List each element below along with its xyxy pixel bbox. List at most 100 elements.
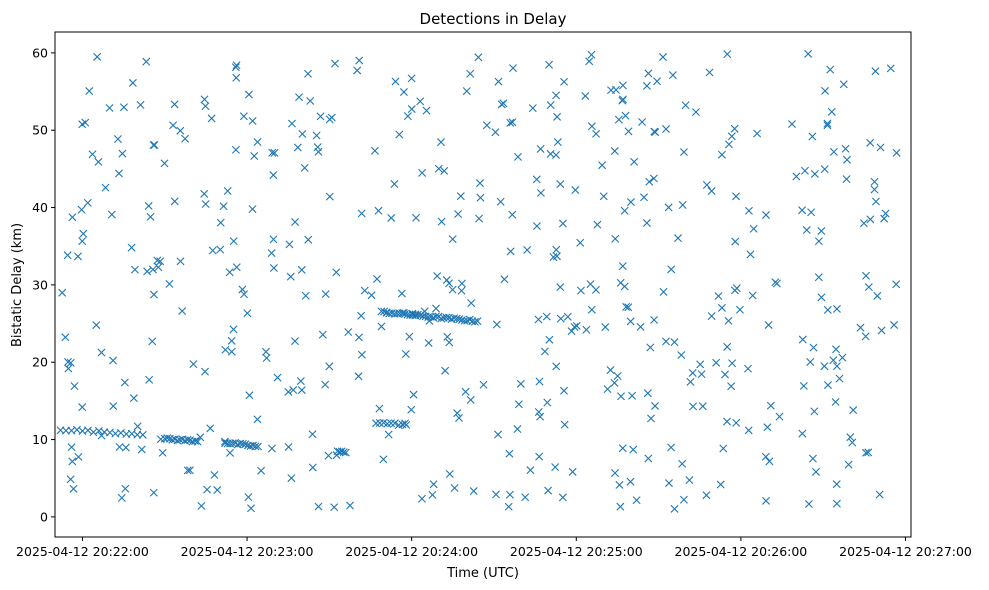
detection-point: [800, 166, 809, 175]
detection-point: [618, 81, 627, 90]
detection-point: [811, 467, 820, 476]
detection-point: [109, 356, 118, 365]
detection-point: [424, 338, 433, 347]
detection-point: [552, 91, 561, 100]
detection-point: [325, 115, 334, 124]
detection-point: [823, 121, 832, 130]
detection-point: [598, 161, 607, 170]
detection-point: [880, 214, 889, 223]
detection-point: [109, 402, 118, 411]
detection-point: [169, 121, 178, 130]
detection-point: [341, 448, 350, 457]
y-tick-label: 20: [32, 355, 48, 370]
detection-point: [622, 302, 631, 311]
detection-point: [636, 322, 645, 331]
detection-point: [148, 265, 157, 274]
detection-point: [324, 451, 333, 460]
detection-point: [145, 375, 154, 384]
detection-point: [284, 442, 293, 451]
detection-point: [360, 286, 369, 295]
detection-point: [841, 144, 850, 153]
detection-point: [73, 252, 82, 261]
detection-point: [85, 87, 94, 96]
detection-point: [624, 127, 633, 136]
detection-point: [678, 201, 687, 209]
x-tick-label: 2025-04-12 20:26:00: [675, 544, 808, 559]
detection-point: [270, 148, 279, 157]
detection-point: [717, 150, 726, 159]
detection-point: [297, 386, 306, 395]
detection-point: [416, 311, 425, 320]
detection-point: [843, 155, 852, 164]
detection-point: [526, 466, 535, 475]
detection-point: [552, 245, 561, 254]
detection-point: [534, 315, 543, 324]
detection-point: [624, 303, 633, 312]
x-tick-label: 2025-04-12 20:22:00: [16, 544, 149, 559]
detection-point: [765, 457, 774, 466]
detection-point: [838, 353, 847, 362]
detection-point: [716, 480, 725, 489]
detection-point: [269, 171, 278, 180]
detection-point: [290, 337, 299, 346]
detection-point: [513, 152, 522, 161]
detection-point: [193, 437, 202, 446]
detection-point: [374, 206, 383, 215]
detection-point: [115, 442, 124, 451]
detection-point: [67, 443, 76, 452]
detection-point: [593, 220, 602, 229]
detection-point: [92, 321, 101, 330]
detection-point: [470, 317, 479, 326]
detection-point: [254, 442, 263, 451]
detection-point: [223, 187, 232, 196]
x-tick-label: 2025-04-12 20:25:00: [510, 544, 643, 559]
detection-point: [442, 276, 451, 285]
detection-point: [440, 166, 449, 175]
detection-point: [640, 193, 648, 202]
detection-point: [267, 444, 276, 453]
detection-point: [552, 151, 561, 160]
detection-point: [615, 480, 624, 489]
detection-point: [620, 206, 629, 215]
detection-point: [284, 387, 293, 396]
detection-point: [500, 275, 509, 284]
detection-point: [457, 286, 466, 295]
detection-point: [804, 49, 813, 58]
detection-point: [357, 209, 366, 218]
detection-point: [831, 397, 840, 406]
detection-point: [651, 128, 660, 137]
detection-point: [289, 386, 298, 394]
detection-point: [826, 65, 835, 74]
detection-point: [881, 209, 890, 218]
detection-point: [592, 129, 601, 138]
detection-point: [491, 128, 500, 137]
detection-point: [268, 148, 277, 157]
detection-point: [705, 68, 714, 77]
detection-point: [626, 477, 635, 486]
detection-point: [544, 486, 553, 495]
detection-point: [802, 226, 811, 235]
detection-point: [308, 463, 317, 472]
detection-point: [121, 443, 130, 452]
detection-point: [727, 382, 736, 391]
detection-point: [68, 213, 77, 222]
detection-point: [870, 185, 879, 194]
detection-point: [170, 100, 179, 109]
detection-point: [457, 279, 466, 288]
detection-point: [545, 335, 554, 344]
detection-point: [674, 234, 682, 243]
detection-point: [508, 210, 517, 219]
detection-point: [207, 114, 216, 123]
detection-point: [219, 202, 228, 211]
detection-point: [437, 217, 446, 226]
detection-point: [685, 476, 694, 485]
chart-title: Detections in Delay: [420, 10, 567, 28]
detection-point: [66, 358, 75, 367]
detection-point: [149, 141, 158, 150]
detection-point: [228, 439, 237, 448]
detection-point: [732, 284, 741, 293]
detection-point: [761, 452, 770, 461]
detection-point: [814, 237, 823, 246]
detection-point: [762, 496, 770, 505]
detection-point: [724, 316, 733, 325]
